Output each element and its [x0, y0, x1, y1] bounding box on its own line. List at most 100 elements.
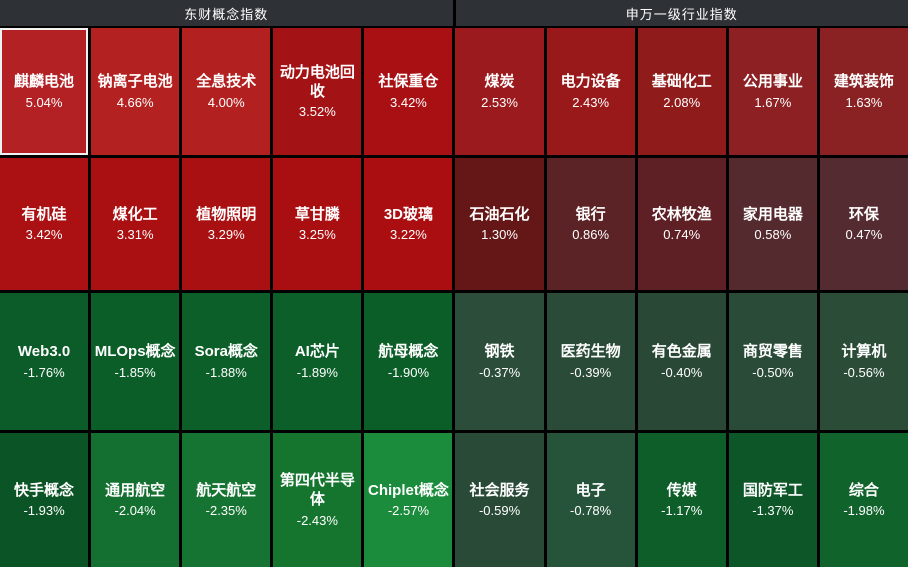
- heatmap-cell[interactable]: 建筑装饰 1.63%: [819, 28, 908, 155]
- heatmap-cell[interactable]: 草甘膦 3.25%: [273, 158, 362, 290]
- heatmap-cell[interactable]: 有色金属 -0.40%: [637, 293, 726, 430]
- cell-value: 3.25%: [298, 227, 336, 243]
- heatmap-cell[interactable]: 航天航空 -2.35%: [182, 433, 271, 567]
- cell-value: 2.53%: [481, 94, 518, 110]
- cell-value: 2.08%: [663, 94, 701, 110]
- cell-name: 航母概念: [378, 343, 439, 361]
- heatmap-cell[interactable]: 快手概念 -1.93%: [0, 433, 89, 567]
- heatmap-cell[interactable]: 煤炭 2.53%: [455, 28, 544, 155]
- cell-value: -1.85%: [114, 364, 156, 380]
- cell-value: 1.63%: [845, 94, 883, 110]
- cell-value: -1.98%: [843, 503, 885, 519]
- cell-value: 0.47%: [845, 227, 883, 243]
- heatmap-cell[interactable]: 通用航空 -2.04%: [91, 433, 180, 567]
- heatmap-cell[interactable]: 麒麟电池 5.04%: [0, 28, 89, 155]
- cell-value: -2.35%: [205, 503, 247, 519]
- heatmap-cell[interactable]: 环保 0.47%: [819, 158, 908, 290]
- cell-name: 社保重仓: [378, 73, 439, 91]
- cell-value: 3.52%: [298, 104, 336, 120]
- heatmap-cell[interactable]: AI芯片 -1.89%: [273, 293, 362, 430]
- heatmap-cell[interactable]: 计算机 -0.56%: [819, 293, 908, 430]
- cell-name: 环保: [848, 205, 879, 223]
- cell-name: 电力设备: [560, 73, 621, 91]
- cell-value: 0.74%: [663, 227, 701, 243]
- cell-name: 钢铁: [484, 343, 515, 361]
- heatmap-cell[interactable]: 综合 -1.98%: [819, 433, 908, 567]
- heatmap-cell[interactable]: 煤化工 3.31%: [91, 158, 180, 290]
- cell-value: 3.42%: [25, 227, 63, 243]
- heatmap-cell[interactable]: 公用事业 1.67%: [728, 28, 817, 155]
- cell-name: 综合: [848, 481, 879, 499]
- cell-value: 1.67%: [754, 94, 792, 110]
- cell-value: 3.31%: [116, 227, 154, 243]
- heatmap-cell[interactable]: 石油石化 1.30%: [455, 158, 544, 290]
- heatmap-cell[interactable]: Sora概念 -1.88%: [182, 293, 271, 430]
- cell-value: -0.39%: [570, 364, 612, 380]
- heatmap-cell[interactable]: 医药生物 -0.39%: [546, 293, 635, 430]
- cell-value: -0.50%: [752, 364, 794, 380]
- heatmap-cell[interactable]: 商贸零售 -0.50%: [728, 293, 817, 430]
- cell-value: -1.89%: [296, 364, 338, 380]
- cell-name: 基础化工: [651, 73, 712, 91]
- heatmap-cell[interactable]: Chiplet概念 -2.57%: [364, 433, 453, 567]
- cell-value: 4.66%: [116, 94, 154, 110]
- heatmap-cell[interactable]: 家用电器 0.58%: [728, 158, 817, 290]
- cell-name: 商贸零售: [742, 343, 803, 361]
- heatmap-cell[interactable]: 国防军工 -1.37%: [728, 433, 817, 567]
- cell-value: 3.22%: [390, 227, 427, 243]
- cell-name: 钠离子电池: [97, 73, 173, 91]
- cell-name: 电子: [575, 481, 606, 499]
- cell-name: 医药生物: [560, 343, 621, 361]
- heatmap-cell[interactable]: 电力设备 2.43%: [546, 28, 635, 155]
- cell-value: -1.76%: [23, 364, 65, 380]
- cell-name: Sora概念: [194, 343, 258, 361]
- cell-value: 0.86%: [572, 227, 610, 243]
- heatmap-cell[interactable]: 钢铁 -0.37%: [455, 293, 544, 430]
- cell-name: 快手概念: [14, 481, 75, 499]
- heatmap-grid: 麒麟电池 5.04% 钠离子电池 4.66% 全息技术 4.00% 动力电池回收 3.52% 社…: [0, 28, 908, 567]
- cell-name: 第四代半导体: [279, 472, 355, 508]
- cell-value: -0.78%: [570, 503, 612, 519]
- heatmap-cell[interactable]: MLOps概念 -1.85%: [91, 293, 180, 430]
- cell-value: -2.43%: [296, 512, 338, 528]
- heatmap-cell[interactable]: 第四代半导体 -2.43%: [273, 433, 362, 567]
- heatmap-cell[interactable]: 植物照明 3.29%: [182, 158, 271, 290]
- cell-name: MLOps概念: [94, 343, 176, 361]
- cell-value: -1.17%: [661, 503, 703, 519]
- cell-name: 国防军工: [742, 481, 803, 499]
- cell-name: 动力电池回收: [279, 63, 355, 100]
- heatmap-cell[interactable]: 银行 0.86%: [546, 158, 635, 290]
- cell-value: 2.43%: [572, 94, 610, 110]
- cell-value: 3.42%: [390, 94, 427, 110]
- cell-name: 全息技术: [196, 73, 257, 91]
- heatmap-cell[interactable]: 传媒 -1.17%: [637, 433, 726, 567]
- heatmap-cell[interactable]: 全息技术 4.00%: [182, 28, 271, 155]
- section-header-bar: 东财概念指数 申万一级行业指数: [0, 0, 908, 26]
- cell-value: -0.37%: [478, 364, 521, 380]
- cell-name: 煤炭: [484, 73, 515, 91]
- cell-value: -1.88%: [205, 364, 247, 380]
- cell-name: 有色金属: [651, 343, 712, 361]
- heatmap-cell[interactable]: 动力电池回收 3.52%: [273, 28, 362, 155]
- cell-name: 植物照明: [196, 205, 257, 223]
- cell-name: AI芯片: [294, 343, 340, 361]
- heatmap-cell[interactable]: 航母概念 -1.90%: [364, 293, 453, 430]
- cell-name: 建筑装饰: [833, 73, 894, 91]
- heatmap-cell[interactable]: 3D玻璃 3.22%: [364, 158, 453, 290]
- heatmap-cell[interactable]: 电子 -0.78%: [546, 433, 635, 567]
- cell-name: 农林牧渔: [651, 205, 712, 223]
- heatmap-cell[interactable]: Web3.0 -1.76%: [0, 293, 89, 430]
- heatmap-cell[interactable]: 社会服务 -0.59%: [455, 433, 544, 567]
- heatmap-cell[interactable]: 有机硅 3.42%: [0, 158, 89, 290]
- heatmap-cell[interactable]: 社保重仓 3.42%: [364, 28, 453, 155]
- cell-value: -1.90%: [387, 364, 430, 380]
- heatmap-cell[interactable]: 基础化工 2.08%: [637, 28, 726, 155]
- heatmap-cell[interactable]: 钠离子电池 4.66%: [91, 28, 180, 155]
- cell-value: -0.56%: [843, 364, 885, 380]
- cell-name: 计算机: [841, 343, 887, 361]
- cell-value: -0.59%: [478, 503, 521, 519]
- heatmap-cell[interactable]: 农林牧渔 0.74%: [637, 158, 726, 290]
- cell-name: 公用事业: [742, 73, 803, 91]
- cell-value: -1.93%: [23, 503, 65, 519]
